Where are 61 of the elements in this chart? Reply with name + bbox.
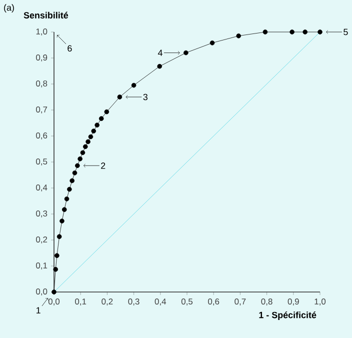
y-tick-label: 0,2 <box>36 236 48 244</box>
x-tick-label: 1,0 <box>314 298 326 306</box>
point <box>98 116 104 121</box>
x-tick-label: 0,2 <box>102 298 113 306</box>
x-tick-label: 0,6 <box>208 298 220 306</box>
point <box>236 34 242 38</box>
point <box>70 178 74 184</box>
annotation: 5 <box>344 28 348 36</box>
x-tick-label: 0,5 <box>181 298 193 306</box>
y-axis-title: Sensibilité <box>24 12 68 18</box>
point <box>56 234 62 240</box>
x-tick-label: 0,4 <box>154 298 166 306</box>
point <box>78 156 82 162</box>
point <box>72 170 78 176</box>
annotation: 1 <box>36 307 40 314</box>
x-tick-label: 0,1 <box>75 298 86 306</box>
point <box>53 266 58 272</box>
point <box>88 134 94 140</box>
point <box>80 150 86 156</box>
x-tick-label: 0,7 <box>234 298 246 306</box>
point <box>117 94 122 100</box>
y-tick-label: 0,9 <box>36 54 48 62</box>
point <box>67 186 72 192</box>
y-tick-label: 0,4 <box>36 184 48 192</box>
annotation: 3 <box>143 94 148 100</box>
point <box>210 40 215 46</box>
point <box>318 30 322 34</box>
x-tick-label: 0,0 <box>48 298 60 306</box>
point <box>104 109 110 114</box>
point <box>184 50 188 56</box>
point <box>262 30 268 34</box>
point <box>91 128 96 134</box>
point <box>86 139 90 144</box>
point <box>75 163 80 168</box>
point <box>54 253 60 258</box>
point <box>131 82 136 88</box>
point <box>302 30 308 34</box>
point <box>60 218 64 224</box>
x-tick-label: 0,9 <box>288 298 299 306</box>
y-tick-label: 0,5 <box>36 158 48 166</box>
y-tick-label: 0,1 <box>36 262 48 270</box>
y-tick-label: 0,6 <box>36 132 48 140</box>
point <box>290 30 294 34</box>
point <box>82 144 88 150</box>
point <box>64 196 70 202</box>
annotation: 6 <box>68 45 72 52</box>
point <box>62 207 67 212</box>
annotation: 2 <box>101 162 106 169</box>
point <box>94 122 100 128</box>
y-tick-label: 0,0 <box>36 288 48 296</box>
point <box>157 64 162 69</box>
chart-title: (a) <box>4 4 14 13</box>
y-tick-label: 0,7 <box>36 106 48 114</box>
x-axis-title: 1 - Spécificité <box>259 312 316 320</box>
x-tick-label: 0,8 <box>261 298 272 306</box>
y-tick-label: 0,3 <box>36 210 48 218</box>
x-tick-label: 0,3 <box>128 298 140 306</box>
point <box>52 290 56 294</box>
y-tick-label: 0,8 <box>36 80 48 88</box>
annotation: 4 <box>158 50 162 56</box>
y-tick-label: 1,0 <box>36 28 48 36</box>
